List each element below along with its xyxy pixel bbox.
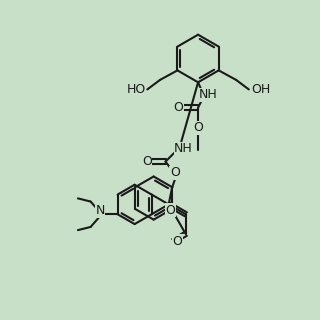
Text: O: O (172, 235, 182, 248)
Text: OH: OH (251, 83, 270, 96)
Text: HO: HO (127, 83, 146, 96)
Text: O: O (165, 204, 175, 217)
Text: O: O (173, 101, 183, 114)
Text: O: O (170, 166, 180, 179)
Text: NH: NH (199, 88, 218, 101)
Text: NH: NH (174, 142, 193, 156)
Text: O: O (193, 121, 203, 134)
Text: N: N (95, 204, 105, 217)
Text: O: O (142, 155, 152, 168)
